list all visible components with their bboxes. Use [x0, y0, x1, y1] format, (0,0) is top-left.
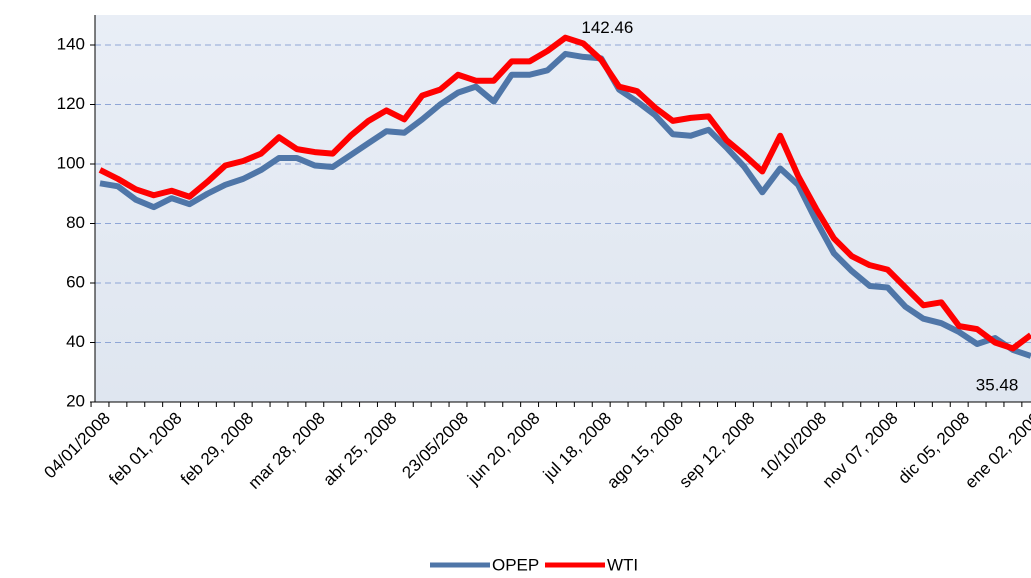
- x-tick-label: nov 07, 2008: [819, 409, 902, 492]
- y-tick-label: 100: [57, 153, 85, 172]
- series-line: [99, 50, 1031, 359]
- y-tick-label: 20: [66, 391, 85, 410]
- x-tick-label: ago 15, 2008: [603, 409, 687, 493]
- x-tick-label: feb 29, 2008: [177, 409, 257, 489]
- x-tick-label: 10/10/2008: [756, 409, 830, 483]
- legend-label: OPEP: [492, 555, 539, 574]
- y-tick-label: 140: [57, 34, 85, 53]
- legend-label: WTI: [607, 555, 638, 574]
- x-tick-label: jun 20, 2008: [463, 409, 543, 489]
- y-tick-label: 120: [57, 94, 85, 113]
- y-tick-label: 40: [66, 332, 85, 351]
- data-label: 35.48: [976, 375, 1019, 394]
- x-tick-label: abr 25, 2008: [319, 409, 400, 490]
- x-tick-label: jul 18, 2008: [539, 409, 615, 485]
- x-tick-label: mar 28, 2008: [245, 409, 329, 493]
- x-tick-label: feb 01, 2008: [105, 409, 185, 489]
- y-tick-label: 60: [66, 272, 85, 291]
- x-tick-label: sep 12, 2008: [675, 409, 758, 492]
- y-tick-label: 80: [66, 213, 85, 232]
- series-line: [98, 34, 1031, 352]
- x-tick-label: dic 05, 2008: [894, 409, 973, 488]
- x-tick-label: 23/05/2008: [398, 409, 472, 483]
- plot-area: [95, 15, 1031, 402]
- x-tick-label: 04/01/2008: [40, 409, 114, 483]
- data-label: 142.46: [581, 18, 633, 37]
